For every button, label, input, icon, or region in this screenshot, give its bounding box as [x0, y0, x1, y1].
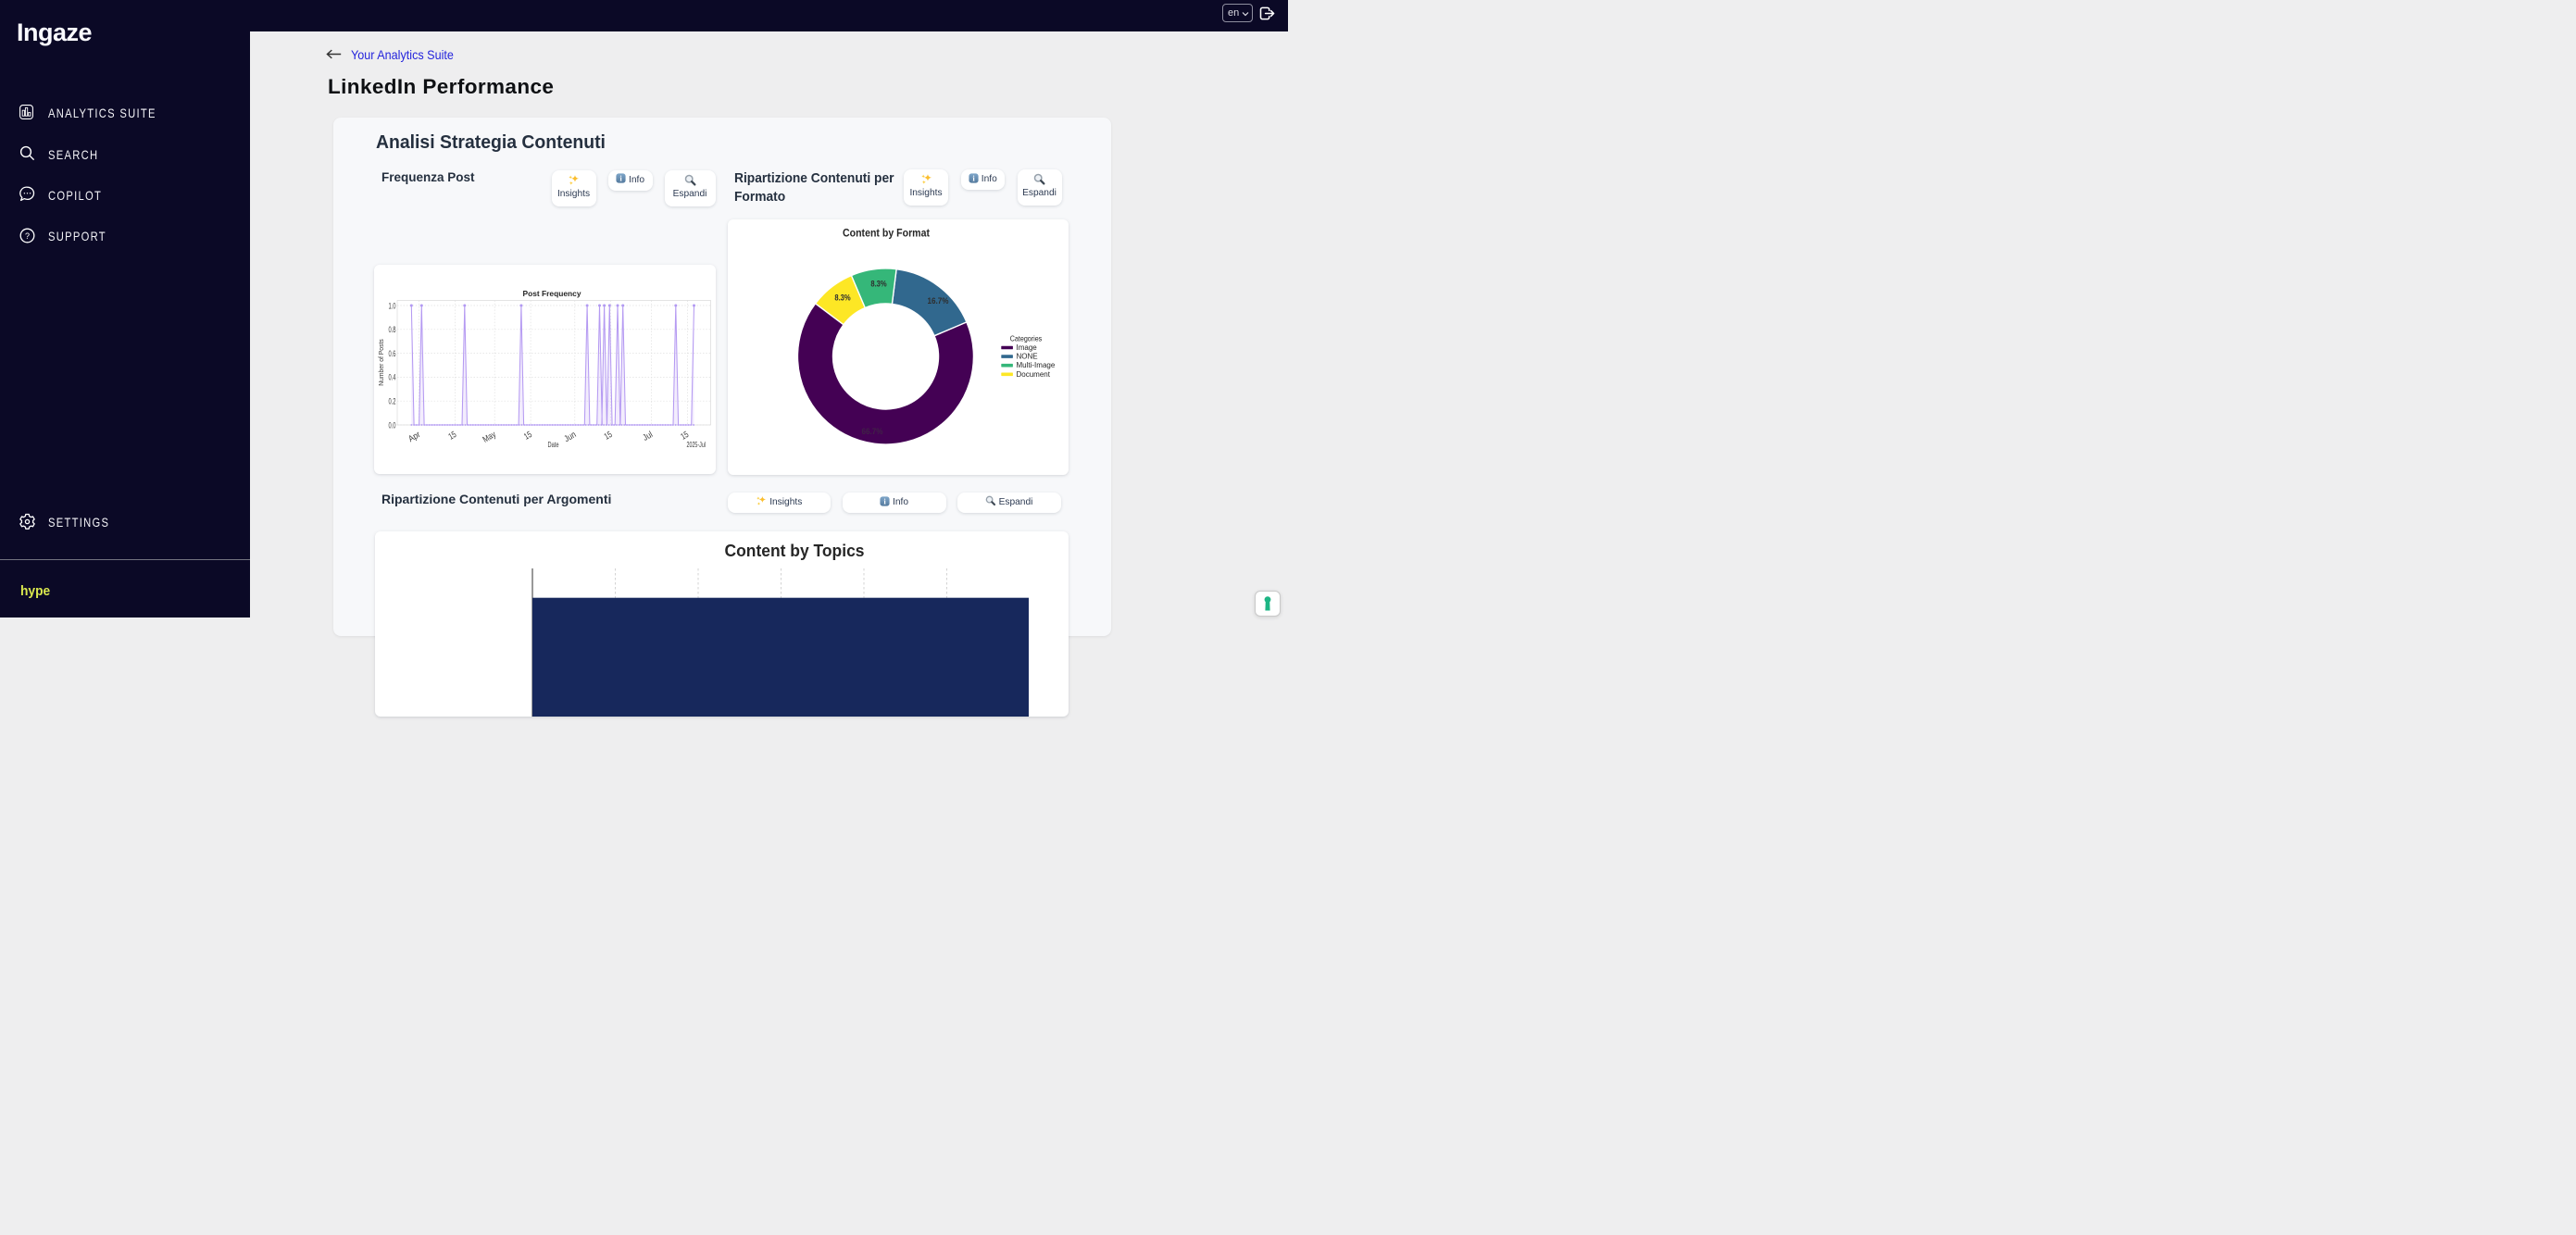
svg-text:Content by Format: Content by Format — [843, 228, 930, 240]
svg-text:Image: Image — [1016, 343, 1037, 352]
svg-text:0.8: 0.8 — [389, 325, 396, 335]
svg-text:Number of Posts: Number of Posts — [377, 338, 385, 385]
svg-text:Content by Topics: Content by Topics — [725, 541, 865, 560]
svg-text:Categories: Categories — [1009, 334, 1042, 343]
svg-text:Apr: Apr — [406, 430, 422, 444]
svg-text:15: 15 — [522, 430, 533, 443]
svg-text:0.4: 0.4 — [389, 372, 396, 382]
svg-text:May: May — [481, 429, 498, 444]
svg-text:Post Frequency: Post Frequency — [523, 289, 581, 298]
svg-text:2025-Jul: 2025-Jul — [687, 440, 707, 449]
svg-text:Document: Document — [1016, 370, 1050, 379]
svg-text:15: 15 — [603, 430, 614, 443]
svg-text:Jun: Jun — [563, 430, 579, 444]
svg-text:?: ? — [25, 231, 30, 241]
svg-text:8.3%: 8.3% — [870, 279, 887, 289]
svg-text:NONE: NONE — [1016, 353, 1037, 361]
svg-text:1.0: 1.0 — [389, 301, 396, 311]
svg-text:0.0: 0.0 — [389, 420, 396, 430]
svg-text:66.7%: 66.7% — [861, 426, 883, 436]
svg-text:0.2: 0.2 — [389, 396, 396, 406]
svg-text:Multi-Image: Multi-Image — [1016, 361, 1055, 369]
svg-text:15: 15 — [447, 430, 458, 443]
svg-text:0.6: 0.6 — [389, 348, 396, 358]
svg-text:8.3%: 8.3% — [834, 293, 851, 303]
svg-text:Jul: Jul — [641, 430, 655, 443]
svg-text:Date: Date — [548, 440, 559, 449]
svg-text:16.7%: 16.7% — [927, 295, 949, 306]
